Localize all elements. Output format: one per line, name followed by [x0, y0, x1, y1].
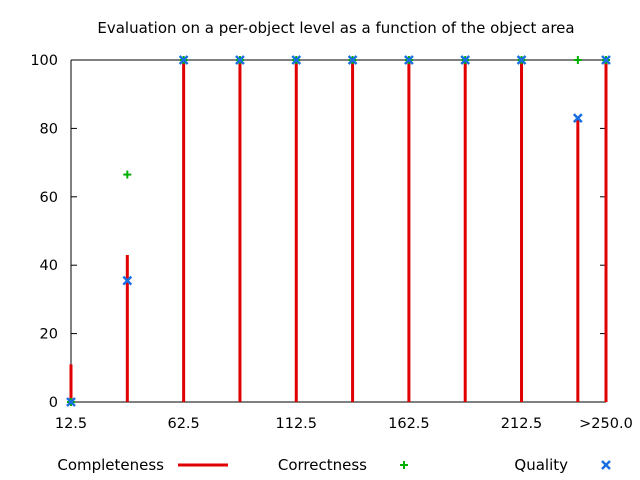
cross-marker-b [404, 55, 414, 65]
quality-point [178, 55, 189, 65]
x-tick-label: 162.5 [388, 416, 430, 432]
legend: Completeness Correctness Quality [57, 456, 611, 474]
x-tick-label: 212.5 [501, 416, 543, 432]
correctness-point [123, 170, 132, 179]
quality-point [291, 55, 302, 65]
cross-marker-b [178, 55, 189, 65]
y-tick-label: 40 [40, 258, 58, 274]
cross-marker-b [347, 55, 358, 65]
x-tick-label: >250.0 [579, 416, 633, 432]
quality-point [460, 55, 471, 65]
y-tick-label: 0 [49, 395, 58, 411]
legend-label-quality: Quality [514, 456, 568, 474]
quality-point [235, 55, 245, 65]
cross-marker-b [291, 55, 302, 65]
quality-point [572, 113, 583, 124]
legend-label-completeness: Completeness [57, 456, 164, 474]
quality-point [122, 275, 133, 286]
correctness-series [67, 56, 610, 406]
cross-marker-b [601, 55, 611, 65]
legend-swatch-correctness [400, 461, 408, 469]
y-tick-label: 100 [30, 53, 58, 69]
quality-point [66, 397, 76, 407]
quality-point [601, 55, 611, 65]
cross-marker-b [66, 397, 76, 407]
y-tick-label: 60 [40, 190, 58, 206]
y-tick-label: 80 [40, 121, 58, 137]
quality-point [404, 55, 414, 65]
x-tick-label: 112.5 [276, 416, 318, 432]
x-tick-label: 62.5 [167, 416, 199, 432]
tick-labels: 0 20 40 60 80 100 12.5 62.5 112.5 162.5 212.5 >250.… [30, 53, 633, 432]
quality-point [347, 55, 358, 65]
axes [70, 59, 607, 403]
cross-marker-b [460, 55, 471, 65]
cross-marker-b [572, 113, 583, 124]
cross-marker-b [516, 55, 527, 65]
correctness-point [573, 56, 582, 64]
chart-title: Evaluation on a per-object level as a fu… [97, 19, 574, 37]
x-tick-label: 12.5 [55, 416, 87, 432]
y-tick-label: 20 [40, 327, 58, 343]
legend-cross-b [601, 460, 611, 470]
cross-marker-b [235, 55, 245, 65]
cross-marker-b [122, 275, 133, 286]
legend-swatch-quality [601, 460, 611, 470]
quality-series [66, 55, 611, 407]
completeness-series [69, 60, 608, 402]
legend-label-correctness: Correctness [278, 456, 367, 474]
quality-point [516, 55, 527, 65]
data-marks [66, 55, 611, 407]
